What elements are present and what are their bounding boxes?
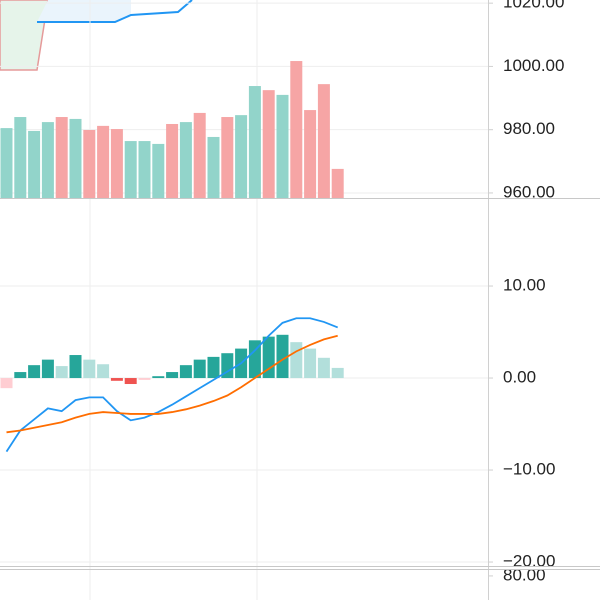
y-tick-label: 80.00 [503, 565, 546, 584]
histogram-bar [290, 342, 303, 379]
indicator-line [5, 317, 339, 453]
volume-bar [14, 117, 27, 198]
y-tick-label: 0.00 [503, 368, 536, 387]
y-tick-label: −10.00 [503, 460, 555, 479]
histogram-bar [304, 348, 317, 379]
histogram-bar [41, 359, 54, 379]
volume-bar [276, 94, 289, 198]
histogram-bar [193, 359, 206, 379]
volume-bar [28, 130, 41, 198]
volume-bar [166, 123, 179, 198]
y-tick-label: 960.00 [503, 182, 555, 201]
histogram-bar [97, 364, 110, 379]
volume-bar [69, 118, 82, 198]
pane: −20.00 −10.00 0.00 10.00 [0, 276, 555, 571]
histogram-bar [276, 334, 289, 379]
volume-bar [97, 125, 110, 198]
volume-bar [235, 115, 248, 198]
volume-bar [290, 61, 303, 198]
histogram-bar [55, 366, 68, 379]
volume-bar [0, 128, 13, 198]
volume-bar [331, 168, 344, 198]
histogram-bar [110, 378, 123, 381]
band-area [37, 0, 131, 22]
y-tick-label: 1000.00 [503, 56, 564, 75]
histogram-bar [179, 365, 192, 379]
volume-bar [207, 136, 220, 198]
histogram-bar [83, 359, 96, 379]
volume-bar [138, 141, 151, 198]
y-tick-label: 980.00 [503, 119, 555, 138]
candle-area [0, 0, 49, 71]
pane: 80.00 [488, 565, 546, 584]
y-tick-label: −20.00 [503, 552, 555, 571]
volume-bar [179, 122, 192, 198]
price-decoration [0, 0, 193, 71]
volume-bar [248, 86, 261, 198]
histogram-bar [331, 367, 344, 379]
histogram-bar [166, 372, 179, 379]
histogram-bar [14, 372, 27, 379]
volume-bar [221, 117, 234, 198]
indicator-line [6, 334, 338, 434]
volume-bar [124, 141, 137, 198]
volume-bar [55, 117, 68, 198]
volume-bar [317, 84, 330, 198]
volume-bar [304, 110, 317, 198]
histogram-bar [207, 356, 220, 379]
volume-bar [193, 112, 206, 198]
histogram-bar [152, 376, 165, 379]
histogram-bar [138, 378, 151, 380]
y-tick-label: 1020.00 [503, 0, 564, 12]
histogram-bar [317, 357, 330, 379]
volume-bar [83, 129, 96, 198]
y-tick-label: 10.00 [503, 276, 546, 295]
volume-bar [152, 143, 165, 198]
volume-bar [110, 129, 123, 198]
pane: 960.00 980.00 1000.00 1020.00 [0, 0, 564, 201]
volume-bar [41, 122, 54, 198]
histogram-bar [221, 353, 234, 379]
histogram-bar [248, 340, 261, 379]
volume-bar [262, 90, 275, 198]
histogram-bar [28, 365, 41, 379]
histogram-bar [124, 378, 137, 385]
histogram-bar [0, 378, 13, 389]
histogram-bar [69, 355, 82, 379]
